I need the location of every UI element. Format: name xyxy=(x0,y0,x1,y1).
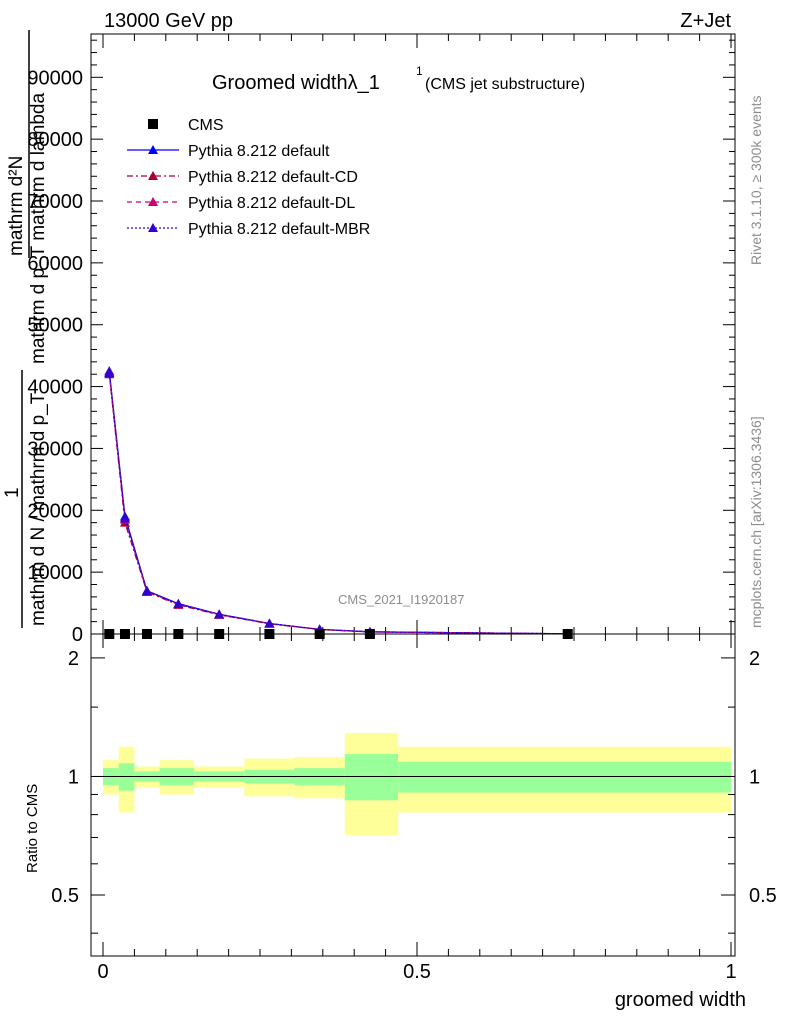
ratio-y-tick-label-left: 1 xyxy=(68,766,79,788)
x-tick-label: 1 xyxy=(725,961,736,983)
main-x-axis-ticks xyxy=(102,34,732,634)
analysis-watermark: CMS_2021_I1920187 xyxy=(338,592,465,607)
chart-title: Groomed widthλ_1 xyxy=(212,72,380,94)
legend-marker-default xyxy=(148,145,158,154)
series-point-mbr xyxy=(173,599,184,608)
legend-label-cms: CMS xyxy=(188,117,224,134)
legend-marker-mbr xyxy=(148,223,158,232)
x-axis-label: groomed width xyxy=(615,989,746,1011)
ratio-y-tick-label-right: 1 xyxy=(749,766,760,788)
legend-marker-cms xyxy=(148,119,158,129)
y-label-line-4: mathrm d N / mathrm d p_T xyxy=(28,392,49,626)
ratio-bands-layer xyxy=(103,732,731,836)
ratio-y-tick-label-right: 2 xyxy=(749,648,760,670)
y-tick-label: 90000 xyxy=(27,67,83,89)
ratio-x-axis-ticks: 0 0.5 1 xyxy=(97,634,737,983)
legend: CMS Pythia 8.212 default Pythia 8.212 defa… xyxy=(127,117,370,238)
y-label-line-3: 1 xyxy=(2,487,23,498)
ratio-inner-band xyxy=(344,754,399,801)
main-y-axis-ticks: 0 10000 20000 30000 40000 50000 60000 70000 8000… xyxy=(27,39,735,646)
main-panel: 0 10000 20000 30000 40000 50000 60000 70000 8000… xyxy=(27,33,736,646)
series-point-mbr xyxy=(119,513,130,523)
rivet-label: Rivet 3.1.10, ≥ 300k events xyxy=(748,95,764,265)
y-tick-label: 20000 xyxy=(27,500,83,522)
ratio-y-label: Ratio to CMS xyxy=(24,784,41,873)
y-label-line-2: mathrm d p_T mathrm d lambda xyxy=(28,93,49,364)
legend-label-cd: Pythia 8.212 default-CD xyxy=(188,169,358,186)
ratio-inner-band xyxy=(398,761,731,793)
process-label: Z+Jet xyxy=(680,10,731,32)
ratio-frame xyxy=(90,633,736,957)
chart-title-superscript: 1 xyxy=(416,64,423,78)
y-tick-label: 10000 xyxy=(27,562,83,584)
y-label-line-1: mathrm d²N xyxy=(6,156,27,256)
y-tick-label: 30000 xyxy=(27,438,83,460)
y-tick-label: 40000 xyxy=(27,377,83,399)
y-tick-label: 80000 xyxy=(27,129,83,151)
x-tick-label: 0 xyxy=(97,961,108,983)
ratio-y-tick-label-left: 0.5 xyxy=(51,885,79,907)
series-point-mbr xyxy=(264,618,275,628)
series-line-mbr xyxy=(108,372,568,635)
legend-marker-cd xyxy=(148,171,158,180)
main-y-label: mathrm d²N mathrm d p_T mathrm d lambda … xyxy=(2,30,49,628)
ratio-y-axis-ticks: 0.5 0.5 1 1 2 2 xyxy=(51,648,777,934)
series-point-mbr xyxy=(214,609,225,619)
series-point-mbr xyxy=(141,586,152,596)
x-tick-label: 0.5 xyxy=(403,961,431,983)
ratio-inner-band xyxy=(118,763,135,791)
y-tick-label: 50000 xyxy=(27,315,83,337)
main-series-layer xyxy=(104,366,573,638)
y-tick-label: 0 xyxy=(72,624,83,646)
energy-label: 13000 GeV pp xyxy=(104,10,233,32)
y-tick-label: 60000 xyxy=(27,253,83,275)
legend-label-default: Pythia 8.212 default xyxy=(188,143,330,160)
legend-label-dl: Pythia 8.212 default-DL xyxy=(188,195,355,212)
ratio-y-tick-label-left: 2 xyxy=(68,648,79,670)
y-tick-label: 70000 xyxy=(27,191,83,213)
legend-label-mbr: Pythia 8.212 default-MBR xyxy=(188,221,370,238)
ratio-panel: 0.5 0.51 12 2 0 0.5 1 Ratio to CMS groomed wi… xyxy=(24,633,777,1011)
ratio-y-tick-label-right: 0.5 xyxy=(749,885,777,907)
legend-marker-dl xyxy=(148,197,158,206)
mcplots-label: mcplots.cern.ch [arXiv:1306.3436] xyxy=(748,416,764,628)
chart-subtitle: (CMS jet substructure) xyxy=(425,76,585,93)
series-point-mbr xyxy=(104,367,115,377)
